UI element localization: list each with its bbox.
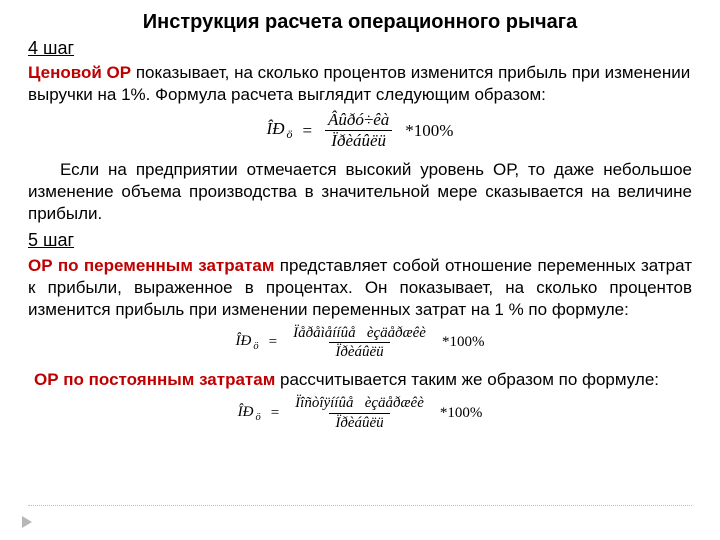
step6-term: ОР по постоянным затратам — [34, 370, 275, 389]
formula3-denominator: Ïðèáûëü — [329, 413, 389, 432]
step4-paragraph: Ценовой ОР показывает, на сколько процен… — [28, 62, 692, 106]
equals-sign: = — [271, 405, 279, 422]
formula1-sub: ö — [284, 127, 292, 141]
equals-sign: = — [269, 334, 277, 351]
step5-paragraph: ОР по переменным затратам представляет с… — [28, 255, 692, 321]
formula-3: ÎÐö = Ïîñòîÿííûå èçäåðæêè Ïðèáûëü *100% — [28, 395, 692, 431]
equals-sign: = — [302, 121, 312, 141]
footer-divider — [28, 505, 692, 506]
formula1-lhs: ÎÐ — [267, 119, 285, 138]
step4-term: Ценовой ОР — [28, 63, 131, 82]
page-title: Инструкция расчета операционного рычага — [28, 10, 692, 35]
formula-2: ÎÐö = Ïåðåìåííûå èçäåðæêè Ïðèáûëü *100% — [28, 325, 692, 361]
step5-term: ОР по переменным затратам — [28, 256, 274, 275]
formula3-sub: ö — [253, 412, 260, 423]
slide-marker-icon — [22, 516, 32, 528]
formula3-lhs: ÎÐ — [238, 404, 254, 420]
step4-label: 4 шаг — [28, 37, 692, 60]
step4-note: Если на предприятии отмечается высокий у… — [28, 159, 692, 225]
formula3-numerator: Ïîñòîÿííûå èçäåðæêè — [289, 395, 430, 413]
step6-text: рассчитывается таким же образом по форму… — [275, 370, 659, 389]
formula2-denominator: Ïðèáûëü — [329, 342, 389, 361]
formula-1: ÎÐö = Âûðó÷êà Ïðèáûëü *100% — [28, 111, 692, 151]
formula2-tail: *100% — [442, 334, 485, 351]
formula1-tail: *100% — [405, 121, 453, 141]
step5-label: 5 шаг — [28, 229, 692, 252]
formula1-denominator: Ïðèáûëü — [325, 130, 392, 151]
formula1-numerator: Âûðó÷êà — [322, 111, 395, 131]
formula3-tail: *100% — [440, 405, 483, 422]
formula2-numerator: Ïåðåìåííûå èçäåðæêè — [287, 325, 432, 343]
formula2-sub: ö — [251, 341, 258, 352]
step6-paragraph: ОР по постоянным затратам рассчитывается… — [28, 369, 692, 391]
formula2-lhs: ÎÐ — [236, 333, 252, 349]
